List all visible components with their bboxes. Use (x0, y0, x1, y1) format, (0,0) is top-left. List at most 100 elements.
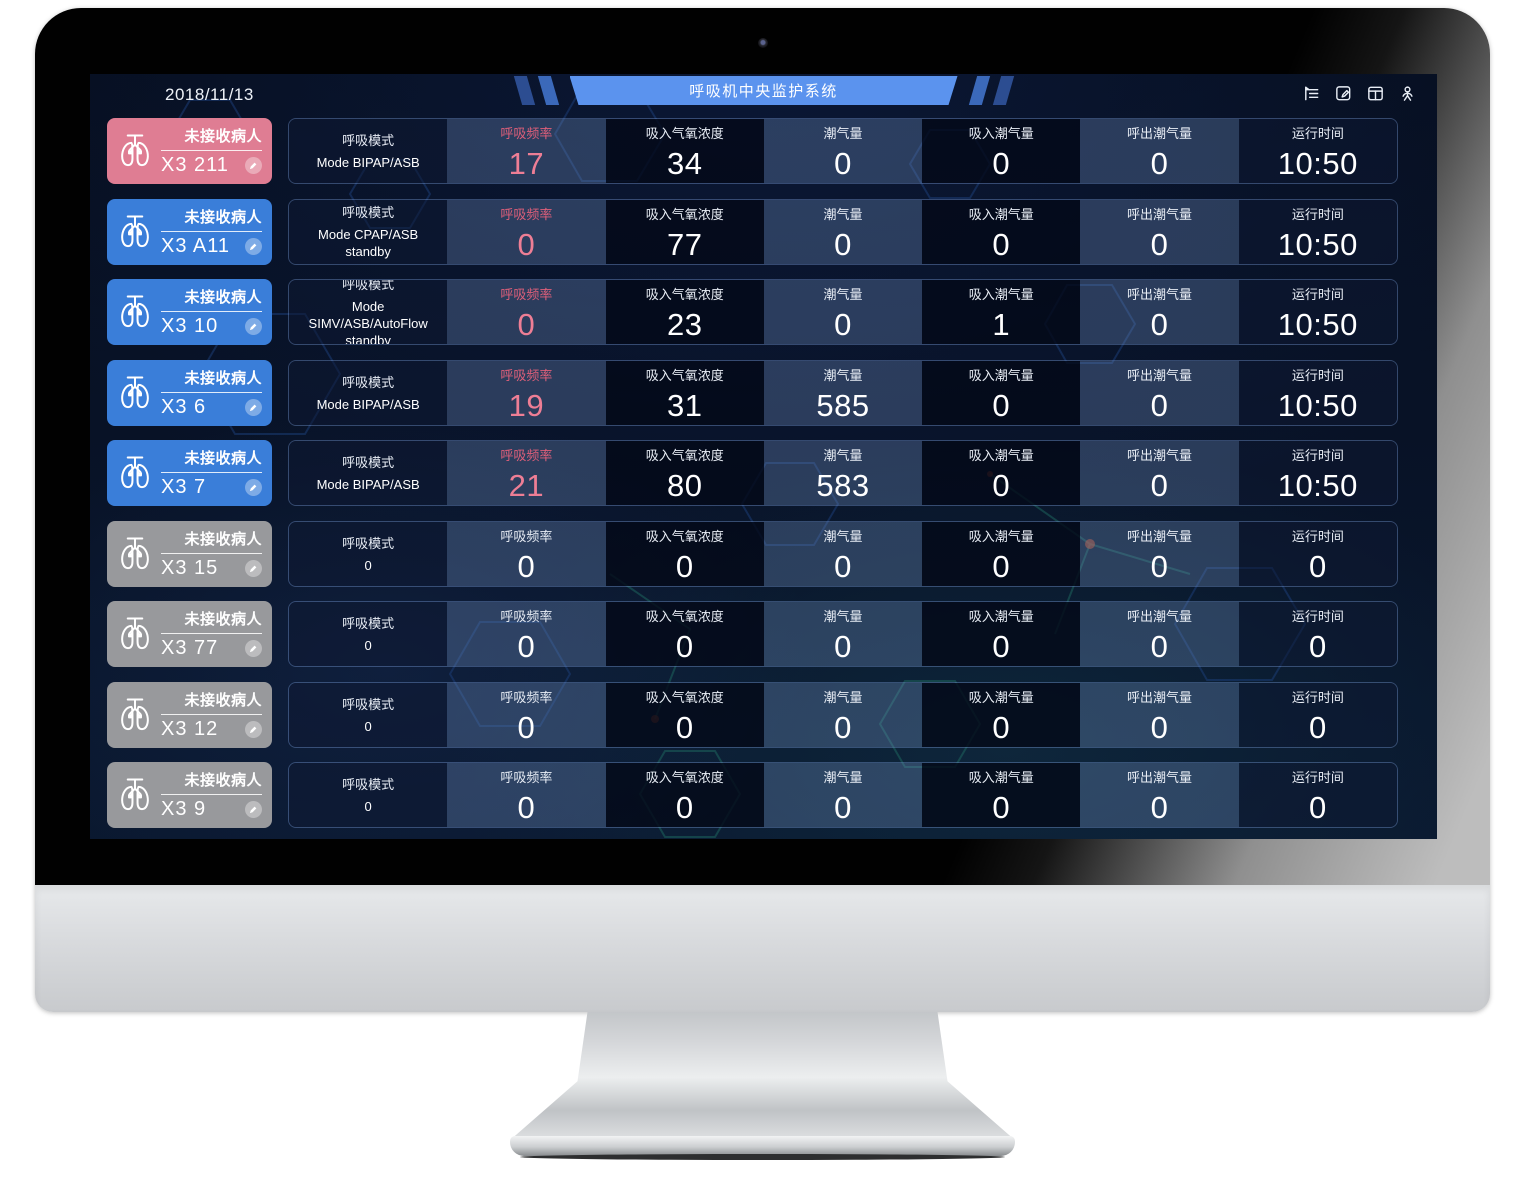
card-divider (161, 794, 262, 795)
fio2-value: 0 (675, 629, 694, 664)
column-label: 吸入潮气量 (968, 206, 1034, 222)
edit-device-button[interactable] (245, 479, 262, 496)
fio2-value: 0 (675, 790, 694, 825)
column-label: 运行时间 (1291, 609, 1344, 624)
column-label: 呼吸模式 (342, 133, 395, 149)
edit-device-button[interactable] (245, 318, 262, 335)
column-label: 运行时间 (1291, 287, 1344, 302)
cell-fio2: 吸入气氧浓度 0 (605, 602, 764, 666)
column-label: 潮气量 (823, 770, 863, 785)
cell-breathing-mode: 呼吸模式 Mode BIPAP/ASB (289, 360, 448, 425)
edit-note-icon[interactable] (1334, 84, 1353, 103)
edit-device-button[interactable] (245, 640, 262, 657)
column-label: 运行时间 (1291, 689, 1344, 705)
cell-fio2: 吸入气氧浓度 77 (605, 199, 764, 264)
column-label: 呼吸频率 (500, 609, 553, 624)
cell-breathing-mode: 呼吸模式 0 (289, 763, 448, 827)
column-label: 呼吸模式 (342, 205, 395, 221)
patient-card[interactable]: 未接收病人 X3 15 (107, 520, 272, 587)
patient-status-label: 未接收病人 (184, 772, 262, 789)
column-label: 潮气量 (823, 367, 863, 383)
column-label: 吸入气氧浓度 (645, 689, 724, 705)
patient-card[interactable]: 未接收病人 X3 77 (107, 601, 272, 667)
toolbar (1302, 84, 1417, 103)
device-id: X3 77 (161, 637, 219, 659)
column-label: 运行时间 (1291, 770, 1344, 785)
patient-card[interactable]: 未接收病人 X3 211 (107, 118, 272, 184)
cell-tidal-volume: 潮气量 0 (763, 602, 923, 666)
cell-respiratory-rate: 呼吸频率 0 (447, 602, 606, 666)
monitor-row: 未接收病人 X3 6 (107, 359, 1398, 426)
device-id: X3 15 (161, 556, 219, 579)
column-label: 运行时间 (1291, 528, 1344, 544)
column-label: 吸入潮气量 (968, 126, 1034, 141)
cell-expiratory-tidal: 呼出潮气量 0 (1080, 682, 1239, 747)
column-label: 呼吸频率 (500, 528, 553, 544)
column-label: 运行时间 (1291, 448, 1344, 463)
column-label: 吸入气氧浓度 (645, 287, 724, 302)
column-label: 呼出潮气量 (1127, 126, 1193, 141)
edit-device-button[interactable] (245, 801, 262, 818)
patient-card-text: 未接收病人 X3 6 (161, 367, 262, 419)
patient-status-label: 未接收病人 (184, 611, 262, 628)
column-label: 呼吸频率 (500, 206, 553, 222)
patient-card[interactable]: 未接收病人 X3 10 (107, 279, 272, 345)
runtime-value: 0 (1308, 790, 1327, 825)
patient-card-text: 未接收病人 X3 A11 (161, 206, 262, 258)
mode-value: Mode BIPAP/ASB (316, 155, 420, 171)
card-divider (161, 391, 262, 393)
user-icon[interactable] (1398, 84, 1417, 103)
patient-card[interactable]: 未接收病人 X3 12 (107, 681, 272, 748)
column-label: 运行时间 (1291, 126, 1344, 141)
cell-inspiratory-tidal: 吸入潮气量 0 (922, 199, 1081, 264)
edit-device-button[interactable] (245, 720, 262, 738)
column-label: 吸入气氧浓度 (645, 448, 724, 463)
column-label: 潮气量 (823, 287, 863, 302)
patient-card[interactable]: 未接收病人 X3 7 (107, 440, 272, 506)
app-screen: 2018/11/13 呼吸机中央监护系统 (90, 74, 1437, 839)
nav-list-icon[interactable] (1302, 84, 1321, 103)
column-label: 呼出潮气量 (1127, 689, 1193, 705)
cell-fio2: 吸入气氧浓度 0 (605, 682, 764, 747)
card-divider (161, 230, 262, 232)
patient-card[interactable]: 未接收病人 X3 A11 (107, 198, 272, 265)
patient-status-label: 未接收病人 (184, 369, 262, 387)
rate-value: 0 (517, 548, 536, 584)
card-divider (161, 472, 262, 473)
monitor-row: 未接收病人 X3 7 (107, 440, 1398, 506)
patient-card[interactable]: 未接收病人 X3 6 (107, 359, 272, 426)
ventilator-lungs-icon (115, 534, 155, 574)
column-label: 呼吸模式 (342, 279, 395, 293)
monitor-chin (35, 885, 1490, 1012)
cell-respiratory-rate: 呼吸频率 19 (447, 360, 606, 425)
edit-device-button[interactable] (245, 237, 262, 255)
tidal-value: 0 (834, 226, 852, 262)
monitor-stand-base (510, 1136, 1015, 1160)
card-divider (161, 311, 262, 312)
edit-device-button[interactable] (245, 157, 262, 174)
cell-breathing-mode: 呼吸模式 Mode BIPAP/ASB (289, 119, 448, 183)
webcam-dot (757, 38, 768, 48)
page-title: 呼吸机中央监护系统 (570, 76, 958, 105)
cell-inspiratory-tidal: 吸入潮气量 0 (922, 119, 1081, 183)
column-label: 呼吸频率 (500, 770, 553, 785)
insp-tidal-value: 0 (992, 629, 1011, 664)
edit-device-button[interactable] (245, 559, 262, 577)
layout-grid-icon[interactable] (1366, 84, 1385, 103)
patient-status-label: 未接收病人 (184, 208, 262, 226)
cell-fio2: 吸入气氧浓度 0 (605, 763, 764, 827)
device-id: X3 10 (161, 315, 219, 337)
patient-status-label: 未接收病人 (184, 128, 262, 145)
monitor-row: 未接收病人 X3 9 (107, 762, 1398, 828)
column-label: 呼吸模式 (342, 696, 395, 712)
vitals-panel: 呼吸模式 Mode BIPAP/ASB 呼吸频率 17 (288, 118, 1398, 184)
mode-value: Mode SIMV/ASB/AutoFlow standby (308, 299, 428, 345)
cell-expiratory-tidal: 呼出潮气量 0 (1080, 763, 1239, 827)
exp-tidal-value: 0 (1150, 387, 1169, 423)
patient-card[interactable]: 未接收病人 X3 9 (107, 762, 272, 828)
insp-tidal-value: 0 (992, 548, 1011, 584)
tidal-value: 0 (834, 709, 852, 745)
edit-device-button[interactable] (245, 398, 262, 416)
banner-stripe-right-outer (992, 76, 1014, 105)
rate-value: 0 (517, 226, 536, 262)
